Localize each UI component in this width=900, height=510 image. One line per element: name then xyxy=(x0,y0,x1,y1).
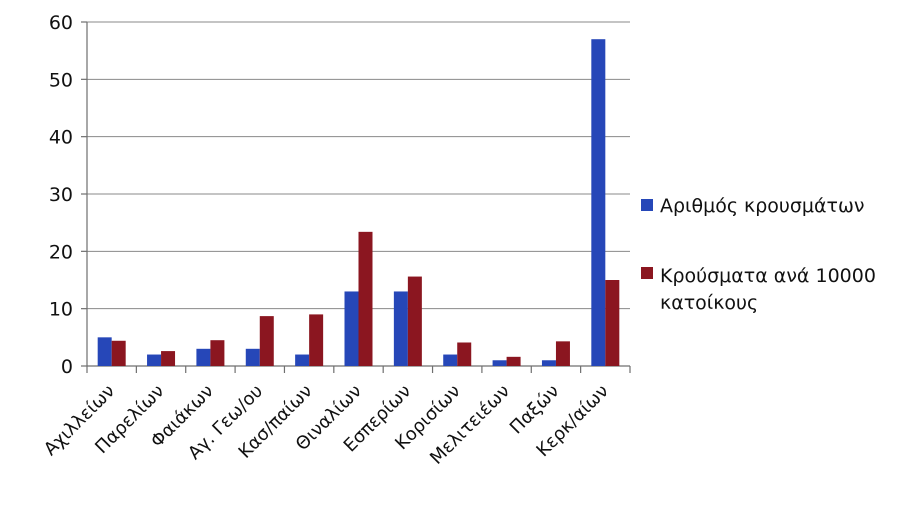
bars xyxy=(97,39,620,366)
axes xyxy=(81,21,631,373)
bar-series1-1 xyxy=(147,354,162,366)
bar-series1-4 xyxy=(295,354,310,366)
legend-swatch-series2 xyxy=(641,267,653,279)
bar-series1-0 xyxy=(97,337,112,366)
bar-series1-5 xyxy=(344,291,359,366)
bar-series2-9 xyxy=(555,341,570,366)
bar-series2-1 xyxy=(161,351,176,366)
bar-series2-6 xyxy=(407,276,422,366)
bar-series2-2 xyxy=(210,340,225,366)
legend-swatch-series1 xyxy=(641,199,653,211)
gridlines xyxy=(87,21,630,310)
y-tick-label: 60 xyxy=(49,12,73,34)
bar-series1-9 xyxy=(541,360,556,366)
bar-series1-8 xyxy=(492,360,507,366)
y-tick-label: 30 xyxy=(49,184,73,206)
y-tick-label: 0 xyxy=(61,356,73,378)
y-tick-label: 50 xyxy=(49,69,73,91)
y-tick-label: 20 xyxy=(49,241,73,263)
bar-series2-4 xyxy=(309,314,324,366)
bar-series1-2 xyxy=(196,348,211,366)
y-tick-label: 40 xyxy=(49,127,73,149)
legend-label-series2-line2: κατοίκους xyxy=(660,292,758,314)
y-tick-label: 10 xyxy=(49,299,73,321)
bar-series2-0 xyxy=(111,340,126,366)
bar-series1-3 xyxy=(245,348,260,366)
bar-series2-5 xyxy=(358,231,373,366)
legend: Αριθμός κρουσμάτων Κρούσματα ανά 10000 κατ… xyxy=(641,195,876,314)
bar-series1-6 xyxy=(393,291,408,366)
bar-series2-10 xyxy=(605,280,620,366)
bar-series2-7 xyxy=(457,342,472,366)
y-tick-labels: 0 10 20 30 40 50 60 xyxy=(49,12,73,378)
bar-series2-8 xyxy=(506,356,521,366)
bar-series2-3 xyxy=(259,316,274,366)
bar-series1-10 xyxy=(591,39,606,366)
bar-series1-7 xyxy=(443,354,458,366)
legend-label-series1: Αριθμός κρουσμάτων xyxy=(660,195,865,217)
legend-label-series2-line1: Κρούσματα ανά 10000 xyxy=(660,265,876,287)
